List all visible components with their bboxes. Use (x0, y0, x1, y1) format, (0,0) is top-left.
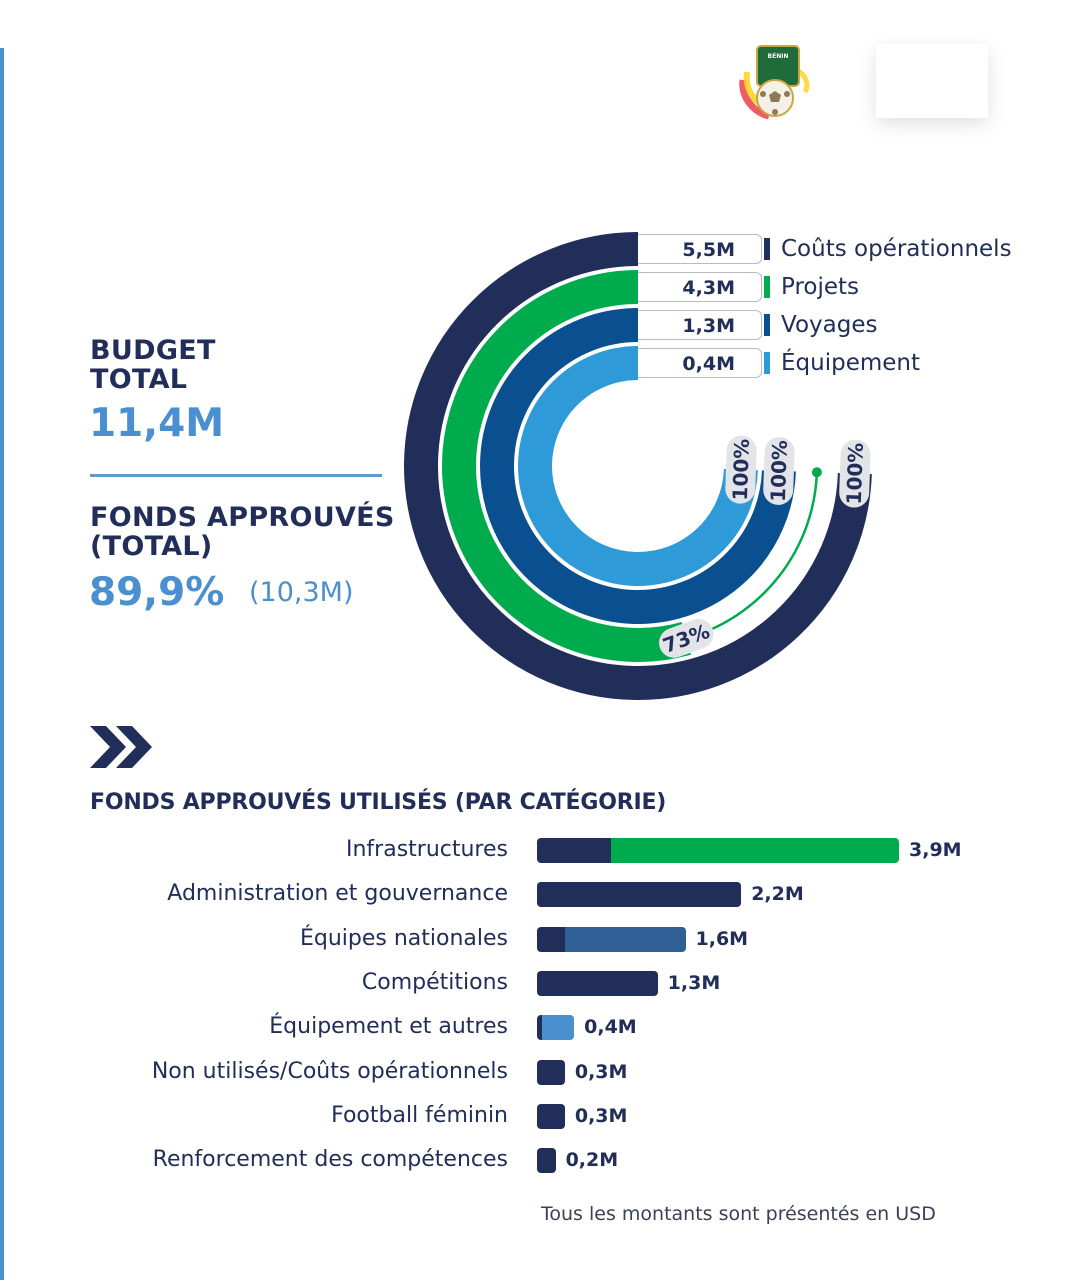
ring-percent-pill: 100% (725, 435, 757, 504)
ring-percent-pill: 73% (659, 618, 714, 658)
bar-segment (537, 927, 566, 952)
bar-category-label: Équipes nationales (299, 926, 508, 951)
budget-total-title: BUDGET TOTAL (90, 336, 216, 394)
bar-value-label: 0,4M (584, 1016, 637, 1038)
bar-value-label: 0,3M (574, 1105, 628, 1127)
pill-background (763, 436, 795, 505)
ring-percent-label: 100% (842, 442, 868, 505)
pill-background (659, 618, 714, 658)
bar-category-label: Équipement et autres (269, 1014, 508, 1039)
kpi-divider (90, 474, 382, 477)
legend-color-swatch (764, 352, 770, 374)
bar-value-label: 0,3M (574, 1061, 628, 1083)
budget-title-line2: TOTAL (90, 364, 188, 395)
bar-value-label: 1,3M (667, 972, 721, 994)
bar-segment (541, 1015, 575, 1040)
bar-segment (537, 838, 612, 863)
legend-color-swatch (764, 276, 770, 298)
approved-title-line1: FONDS APPROUVÉS (90, 502, 395, 533)
logo-text: BÉNIN (768, 52, 789, 60)
bar-segment (537, 882, 742, 907)
bar (537, 1104, 565, 1129)
ring-percent-label: 100% (728, 438, 754, 501)
bar-value-label: 1,6M (695, 928, 749, 950)
ring-target-dot (811, 467, 822, 478)
legend-value: 4,3M (682, 277, 735, 299)
ring-percent-pill: 100% (839, 439, 871, 508)
ring-arc-1 (442, 270, 691, 662)
legend-value-box: 5,5M (638, 234, 762, 264)
bar-value-label: 3,9M (909, 839, 962, 861)
currency-footnote: Tous les montants sont présentés en USD (541, 1203, 936, 1225)
bar-category-label: Renforcement des compétences (152, 1147, 508, 1172)
bar (537, 1060, 565, 1085)
legend-value: 5,5M (682, 239, 735, 261)
ring-remaining-track (685, 472, 819, 640)
bar-category-label: Compétitions (361, 970, 508, 995)
legend-label: Projets (781, 274, 860, 300)
legend-value-box: 1,3M (638, 310, 762, 340)
ring-arc-0 (404, 232, 872, 700)
bar-segment (537, 971, 658, 996)
bar-category-label: Administration et gouvernance (167, 881, 508, 906)
legend-value: 0,4M (682, 353, 735, 375)
bar-category-label: Football féminin (331, 1103, 508, 1128)
legend-label: Équipement (781, 350, 920, 376)
bar (537, 838, 899, 863)
legend-value: 1,3M (682, 315, 735, 337)
approved-funds-percent: 89,9% (89, 570, 225, 615)
bar (537, 971, 658, 996)
radial-budget-chart: 100% 73% 100% 100% (402, 230, 874, 702)
ring-percent-label: 100% (766, 440, 792, 503)
legend-color-swatch (764, 314, 770, 336)
legend-value-box: 0,4M (638, 348, 762, 378)
bar-segment (537, 1148, 556, 1173)
bar-segment (537, 1060, 565, 1085)
approved-funds-amount: (10,3M) (249, 577, 354, 608)
bar-segment (564, 927, 686, 952)
bar-category-label: Infrastructures (345, 837, 508, 862)
legend-color-swatch (764, 238, 770, 260)
bar (537, 882, 742, 907)
ring-arc-3 (518, 346, 758, 586)
approved-title-line2: (TOTAL) (90, 531, 213, 562)
legend-value-box: 4,3M (638, 272, 762, 302)
bar-segment (537, 1015, 543, 1040)
bar-segment (611, 838, 899, 863)
bar-segment (537, 1104, 565, 1129)
left-accent-border (0, 48, 4, 1280)
budget-title-line1: BUDGET (90, 335, 216, 366)
pill-background (839, 439, 871, 508)
budget-total-value: 11,4M (89, 401, 225, 446)
bar (537, 927, 686, 952)
pill-background (725, 435, 757, 504)
legend-label: Voyages (781, 312, 878, 338)
approved-funds-title: FONDS APPROUVÉS (TOTAL) (90, 503, 395, 561)
bar (537, 1015, 575, 1040)
federation-logo: BÉNIN (739, 45, 810, 120)
bar (537, 1148, 556, 1173)
bar-value-label: 0,2M (565, 1149, 619, 1171)
legend-label: Coûts opérationnels (781, 236, 1012, 262)
bar-value-label: 2,2M (751, 883, 804, 905)
ring-arc-2 (480, 308, 796, 624)
section-title: FONDS APPROUVÉS UTILISÉS (PAR CATÉGORIE) (90, 790, 667, 815)
double-chevron-icon (90, 726, 152, 768)
bar-category-label: Non utilisés/Coûts opérationnels (151, 1059, 508, 1084)
ring-percent-pill: 100% (763, 436, 795, 505)
